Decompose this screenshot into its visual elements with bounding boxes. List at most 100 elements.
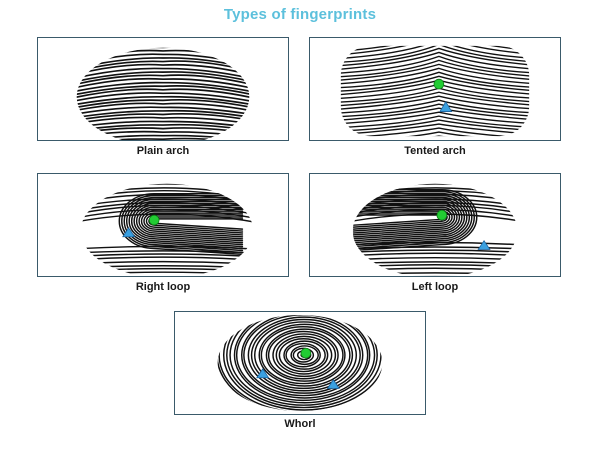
ridge-line [352,198,466,242]
ridge-line [76,102,250,115]
core-marker [300,347,312,359]
ridge-line [76,88,250,102]
plain-arch-panel [37,37,289,141]
ridge-line [352,208,453,232]
ridge-line [76,74,250,90]
ridge-line [76,113,250,125]
right-loop-fingerprint [80,183,254,276]
delta-marker-left [256,368,270,379]
ridge-line [340,127,530,137]
ridge-line [352,194,471,246]
ridge-line [352,267,518,274]
ridge-line [340,123,530,136]
ridge-line [352,206,456,234]
ridge-line [125,198,244,250]
ridge-line [340,95,530,111]
ridge-line [340,99,530,115]
right-loop-caption: Right loop [135,281,191,293]
ridge-line [340,45,530,64]
ridge-line [128,200,244,248]
page-title: Types of fingerprints [223,6,377,23]
ridge-line [135,206,244,242]
ridge-line [340,91,530,107]
ridge-line [243,314,364,397]
ridge-line [218,314,383,412]
delta-marker [122,227,136,238]
ridge-line [340,115,530,129]
ridge-line [76,67,250,83]
ridge-line [253,321,354,390]
ridge-line [138,208,244,240]
ridge-line [140,210,244,238]
ridge-line [352,249,518,255]
right-loop-panel [37,173,289,277]
ridge-line [290,345,319,366]
ridge-line [76,71,250,86]
ridge-line [80,183,254,193]
ridge-line [278,338,329,373]
ridge-line [76,77,250,93]
ridge-line [133,204,244,244]
ridge-line [340,119,530,133]
ridge-line [123,196,244,252]
core-marker [436,209,448,221]
core-marker [433,78,445,90]
ridge-lines [76,47,250,140]
ridge-line [76,137,250,140]
ridge-line [340,55,530,75]
ridge-line [352,241,518,248]
ridge-line [76,63,250,80]
ridge-line [352,190,476,250]
ridge-line [352,204,458,236]
ridge-line [143,212,244,236]
tented-arch-caption: Tented arch [404,145,466,157]
left-loop-caption: Left loop [411,281,459,293]
ridge-line [76,99,250,112]
ridge-line [340,45,530,53]
ridge-line [229,314,378,406]
ridge-line [340,131,530,137]
ridge-line [340,67,530,86]
tented-arch-fingerprint [340,45,530,137]
ridge-line [76,116,250,128]
ridge-line [352,202,461,238]
ridge-line [352,264,518,270]
plain-arch-caption: Plain arch [136,145,190,157]
ridge-line [76,92,250,106]
ridge-line [340,135,530,137]
ridge-line [340,103,530,118]
ridge-line [340,71,530,89]
ridge-line [352,261,518,266]
whorl-caption: Whorl [284,418,316,430]
ridge-line [352,246,518,252]
ridge-line [267,330,339,380]
ridge-line [80,260,254,267]
ridge-line [283,340,326,370]
ridge-line [121,194,244,254]
ridge-line [352,201,518,215]
ridge-line [352,256,518,263]
ridge-line [340,111,530,125]
ridge-line [275,335,333,375]
ridge-line [80,213,254,226]
ridge-line [247,316,361,394]
ridge-line [76,109,250,121]
whorl-panel [174,311,426,415]
ridge-line [340,75,530,93]
delta-marker-right [326,378,340,389]
ridge-line [352,252,518,259]
ridge-lines [217,314,383,412]
ridge-line [76,95,250,109]
delta-marker [477,239,491,250]
left-loop-panel [309,173,561,277]
core-marker [148,214,160,226]
ridge-line [272,333,337,378]
ridge-lines [80,183,254,276]
ridge-line [352,200,463,240]
whorl-fingerprint [217,314,383,412]
ridge-line [235,314,371,402]
ridge-line [340,45,530,57]
ridge-line [76,106,250,118]
ridge-line [340,107,530,122]
ridge-line [240,314,369,399]
